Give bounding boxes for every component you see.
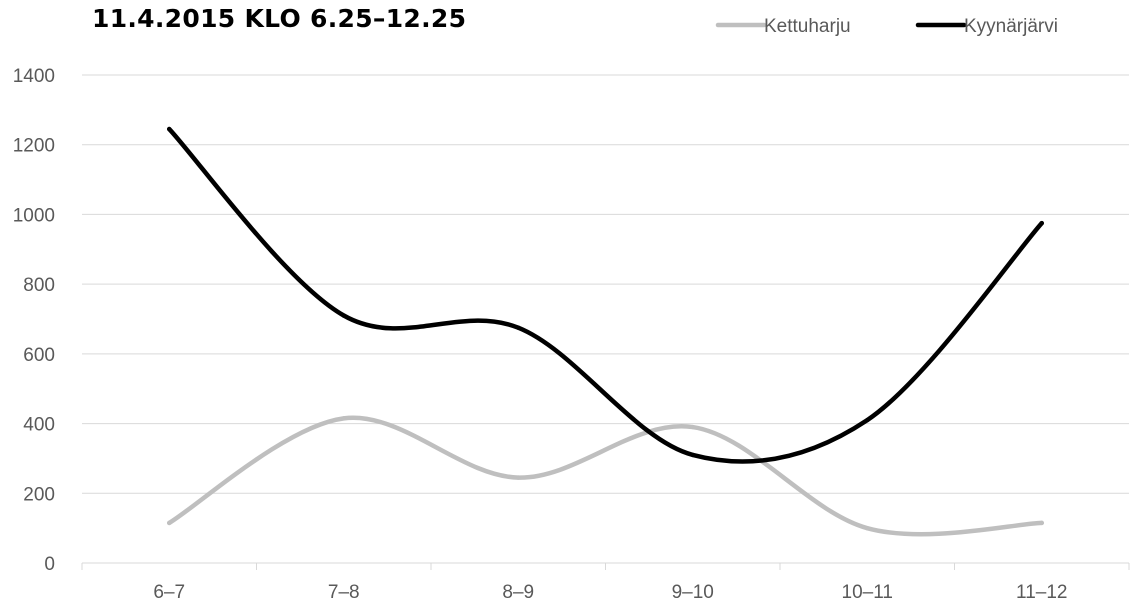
- x-tick-label: 11–12: [1016, 582, 1067, 603]
- chart-title: 11.4.2015 KLO 6.25–12.25: [92, 4, 467, 33]
- data-point-kyynärjärvi: [516, 325, 521, 330]
- y-tick-label: 800: [23, 275, 55, 296]
- x-tick-label: 8–9: [502, 582, 534, 603]
- x-tick-label: 6–7: [153, 582, 185, 603]
- data-point-kyynärjärvi: [690, 452, 695, 458]
- data-point-kettuharju: [516, 475, 521, 480]
- series-line-kyynärjärvi: [167, 126, 1044, 464]
- data-point-kettuharju: [1039, 520, 1044, 526]
- data-point-kettuharju: [690, 424, 695, 430]
- x-tick-label: 10–11: [842, 582, 893, 603]
- y-tick-label: 200: [23, 484, 55, 505]
- data-point-kettuharju: [341, 416, 346, 421]
- data-point-kettuharju: [167, 520, 172, 526]
- y-tick-label: 1200: [13, 136, 55, 157]
- y-tick-label: 400: [23, 415, 55, 436]
- series-line-kettuharju: [167, 415, 1044, 537]
- legend-label: Kettuharju: [764, 16, 851, 37]
- data-point-kyynärjärvi: [865, 417, 870, 423]
- y-tick-label: 600: [23, 345, 55, 366]
- data-point-kyynärjärvi: [1039, 220, 1044, 226]
- data-point-kyynärjärvi: [167, 126, 172, 132]
- x-tick-label: 9–10: [672, 582, 714, 603]
- y-tick-label: 0: [44, 554, 55, 575]
- data-point-kyynärjärvi: [341, 313, 346, 318]
- data-point-kettuharju: [865, 525, 870, 531]
- legend-label: Kyynärjärvi: [964, 16, 1058, 37]
- x-tick-label: 7–8: [328, 582, 360, 603]
- y-tick-label: 1000: [13, 205, 55, 226]
- y-tick-label: 1400: [13, 66, 55, 87]
